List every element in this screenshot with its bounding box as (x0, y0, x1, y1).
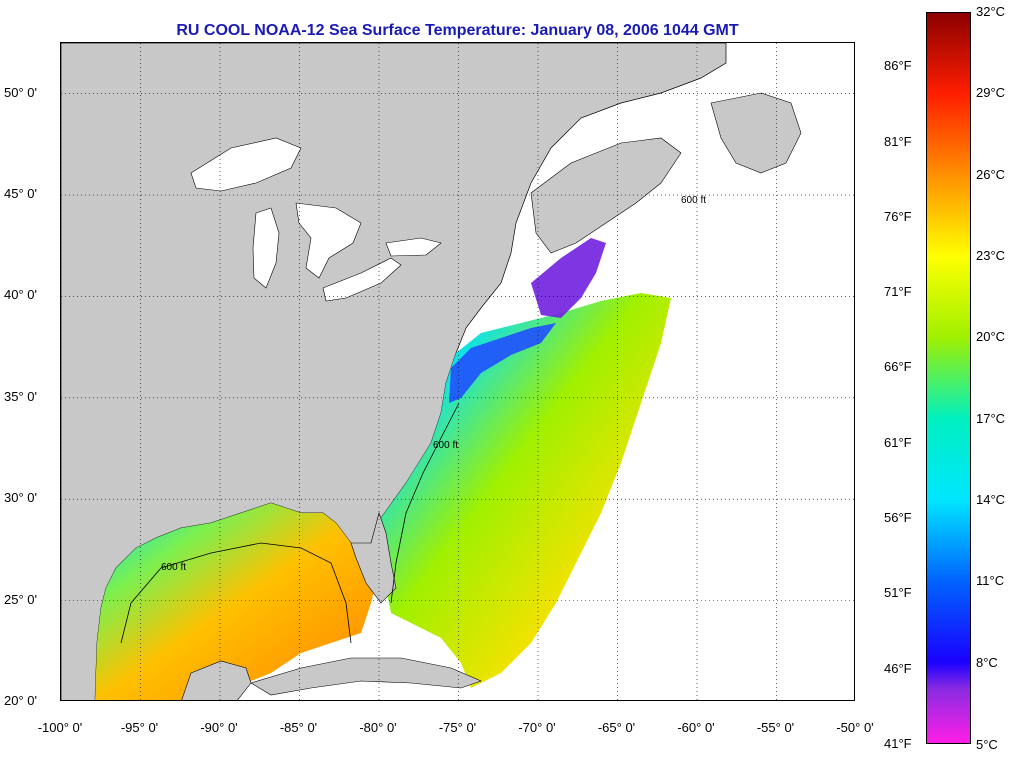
lake-erie (322, 257, 402, 302)
longitude-tick-label: -95° 0' (120, 720, 159, 735)
colorbar-fahrenheit-label: 81°F (884, 133, 912, 149)
colorbar-fahrenheit-label: 86°F (884, 58, 912, 74)
colorbar-celsius-label: 5°C (976, 737, 998, 752)
land-florida (350, 511, 397, 604)
longitude-tick-label: -100° 0' (37, 720, 83, 735)
latitude-tick-label: 25° 0' (4, 591, 37, 607)
colorbar-celsius-label: 26°C (976, 166, 1006, 182)
latitude-tick-label: 40° 0' (4, 287, 37, 303)
isobath-label: 600 ft (161, 562, 186, 573)
longitude-tick-label: -80° 0' (359, 720, 397, 735)
colorbar-celsius-label: 11°C (976, 573, 1005, 589)
sst-gulf-of-maine (531, 238, 606, 318)
lake-huron (295, 202, 362, 279)
sst-mid-atlantic-shelf (449, 323, 556, 403)
colorbar-celsius-label: 17°C (976, 410, 1006, 426)
longitude-tick-label: -75° 0' (438, 720, 477, 735)
sst-map-canvas: 600 ft 600 ft 600 ft (61, 43, 854, 700)
longitude-tick-label: -90° 0' (200, 720, 238, 735)
longitude-tick-label: -50° 0' (836, 720, 874, 735)
graticule (61, 43, 854, 700)
lake-michigan (252, 207, 280, 289)
latitude-tick-label: 30° 0' (4, 490, 37, 506)
colorbar-fahrenheit-label: 56°F (884, 510, 912, 526)
colorbar-fahrenheit-label: 46°F (884, 660, 912, 676)
colorbar-fahrenheit-label: 71°F (884, 284, 912, 300)
colorbar-celsius-label: 8°C (976, 654, 998, 670)
latitude-tick-label: 45° 0' (4, 186, 37, 202)
colorbar-celsius-label: 32°C (976, 4, 1006, 19)
colorbar-fahrenheit-label: 66°F (884, 359, 912, 375)
land-cuba (250, 657, 482, 696)
colorbar-celsius-label: 14°C (976, 492, 1006, 507)
temperature-colorbar (926, 12, 971, 744)
isobath-label: 600 ft (433, 440, 458, 451)
colorbar-fahrenheit-label: 61°F (884, 434, 912, 450)
latitude-tick-label: 20° 0' (4, 693, 37, 708)
land-yucatan (181, 660, 252, 700)
colorbar-fahrenheit-label: 51°F (884, 585, 912, 601)
longitude-tick-label: -85° 0' (279, 720, 318, 735)
colorbar-fahrenheit-label: 41°F (884, 736, 912, 751)
colorbar-fahrenheit-label: 76°F (884, 208, 912, 224)
land-newfoundland (710, 92, 802, 174)
colorbar-celsius-label: 20°C (976, 329, 1006, 345)
latitude-tick-label: 35° 0' (4, 388, 37, 404)
lake-ontario (385, 237, 442, 257)
land-maritimes (530, 137, 682, 254)
colorbar-celsius-label: 23°C (976, 248, 1006, 263)
longitude-tick-label: -65° 0' (597, 720, 636, 735)
longitude-tick-label: -60° 0' (677, 720, 715, 735)
isobath-600ft (120, 402, 460, 644)
colorbar-celsius-label: 29°C (976, 85, 1006, 101)
longitude-tick-label: -55° 0' (756, 720, 795, 735)
isobath-label: 600 ft (681, 195, 706, 206)
sst-map: 600 ft 600 ft 600 ft (60, 42, 855, 701)
longitude-tick-label: -70° 0' (518, 720, 556, 735)
latitude-tick-label: 50° 0' (4, 84, 37, 100)
lake-superior (190, 137, 302, 192)
sst-atlantic (371, 293, 671, 688)
map-title: RU COOL NOAA-12 Sea Surface Temperature:… (176, 22, 739, 39)
